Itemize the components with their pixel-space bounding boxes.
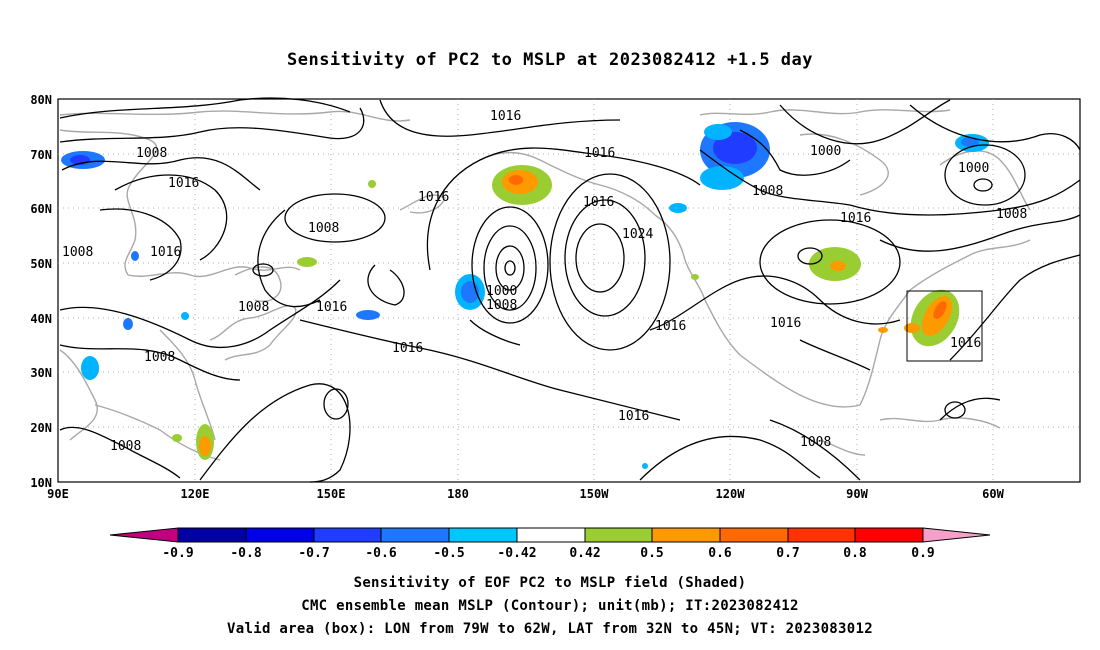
contour-label: 1008 bbox=[136, 146, 167, 161]
colorbar-swatch bbox=[787, 527, 856, 543]
contour-label: 1016 bbox=[770, 316, 801, 331]
lat-axis: 80N 70N 60N 50N 40N 30N 20N 10N bbox=[30, 93, 52, 490]
colorbar-label: -0.9 bbox=[162, 546, 193, 561]
colorbar-swatch bbox=[245, 527, 315, 543]
contour-label: 1008 bbox=[800, 435, 831, 450]
lat-label: 80N bbox=[30, 93, 52, 107]
lon-label: 150E bbox=[317, 487, 346, 501]
colorbar-swatch bbox=[854, 527, 924, 543]
lon-axis: 90E 120E 150E 180 150W 120W 90W 60W bbox=[47, 487, 1004, 501]
lat-label: 70N bbox=[30, 148, 52, 162]
colorbar-swatch bbox=[380, 527, 450, 543]
contour-label: 1016 bbox=[418, 190, 449, 205]
colorbar-swatch bbox=[584, 527, 653, 543]
footer-line-1: Sensitivity of EOF PC2 to MSLP field (Sh… bbox=[353, 575, 747, 591]
colorbar-swatch bbox=[448, 527, 518, 543]
lon-label: 120W bbox=[716, 487, 746, 501]
contour-label: 1016 bbox=[583, 195, 614, 210]
contour-label: 1016 bbox=[392, 341, 423, 356]
colorbar-swatch bbox=[719, 527, 789, 543]
lon-label: 60W bbox=[982, 487, 1004, 501]
contour-label: 1008 bbox=[62, 245, 93, 260]
contour-label: 1016 bbox=[584, 146, 615, 161]
contour-label: 1000 bbox=[810, 144, 841, 159]
coastlines bbox=[59, 109, 1031, 461]
colorbar-label: -0.5 bbox=[433, 546, 464, 561]
lon-label: 90W bbox=[846, 487, 868, 501]
contour-label: 1016 bbox=[618, 409, 649, 424]
contour-label: 1008 bbox=[308, 221, 339, 236]
contour-label: 1016 bbox=[655, 319, 686, 334]
colorbar-label: -0.6 bbox=[365, 546, 396, 561]
valid-area-box bbox=[906, 290, 983, 362]
contour-label: 1024 bbox=[622, 227, 653, 242]
lon-label: 150W bbox=[580, 487, 610, 501]
colorbar-label: 0.9 bbox=[911, 546, 934, 561]
colorbar-label: 0.42 bbox=[569, 546, 600, 561]
colorbar-swatch bbox=[177, 527, 247, 543]
colorbar bbox=[109, 527, 991, 543]
mslp-contours bbox=[59, 97, 1081, 483]
contour-label: 1016 bbox=[840, 211, 871, 226]
contour-label: 1000 bbox=[958, 161, 989, 176]
colorbar-swatch bbox=[516, 527, 586, 543]
contour-label: 1008 bbox=[144, 350, 175, 365]
lon-label: 120E bbox=[181, 487, 210, 501]
lon-label: 180 bbox=[447, 487, 469, 501]
lat-label: 20N bbox=[30, 421, 52, 435]
colorbar-swatch bbox=[313, 527, 382, 543]
contour-label: 1000 bbox=[486, 284, 517, 299]
lat-label: 60N bbox=[30, 202, 52, 216]
contour-label: 1008 bbox=[110, 439, 141, 454]
lat-label: 50N bbox=[30, 257, 52, 271]
shading-negative bbox=[61, 122, 989, 469]
colorbar-label: -0.42 bbox=[497, 546, 536, 561]
graticule bbox=[58, 99, 1080, 482]
lat-label: 40N bbox=[30, 312, 52, 326]
contour-label: 1016 bbox=[316, 300, 347, 315]
chart-title: Sensitivity of PC2 to MSLP at 2023082412… bbox=[286, 50, 813, 70]
colorbar-swatch bbox=[109, 527, 179, 543]
contour-label: 1008 bbox=[996, 207, 1027, 222]
contour-label-group: 1008 1016 1008 1016 1016 1008 1008 1016 … bbox=[62, 109, 1027, 454]
contour-label: 1016 bbox=[150, 245, 181, 260]
colorbar-label: 0.6 bbox=[708, 546, 732, 561]
contour-label: 1008 bbox=[238, 300, 269, 315]
colorbar-swatch bbox=[922, 527, 991, 543]
lat-label: 30N bbox=[30, 366, 52, 380]
colorbar-label: 0.5 bbox=[640, 546, 663, 561]
contour-label: 1008 bbox=[752, 184, 783, 199]
contour-label: 1016 bbox=[168, 176, 199, 191]
contour-label: 1008 bbox=[486, 298, 517, 313]
contour-label: 1016 bbox=[490, 109, 521, 124]
lat-label: 10N bbox=[30, 476, 52, 490]
footer-line-2: CMC ensemble mean MSLP (Contour); unit(m… bbox=[301, 598, 799, 614]
colorbar-label: 0.7 bbox=[776, 546, 799, 561]
colorbar-label: -0.8 bbox=[230, 546, 261, 561]
lon-label: 90E bbox=[47, 487, 69, 501]
contour-label: 1016 bbox=[950, 336, 981, 351]
colorbar-label: -0.7 bbox=[298, 546, 329, 561]
shading-positive bbox=[172, 165, 960, 460]
colorbar-swatch bbox=[651, 527, 721, 543]
footer-line-3: Valid area (box): LON from 79W to 62W, L… bbox=[227, 621, 873, 637]
colorbar-labels: -0.9 -0.8 -0.7 -0.6 -0.5 -0.42 0.42 0.5 … bbox=[162, 546, 934, 561]
colorbar-label: 0.8 bbox=[843, 546, 867, 561]
